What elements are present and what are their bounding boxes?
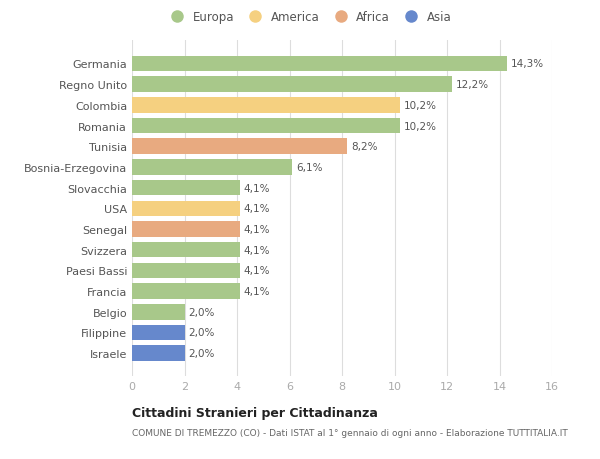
- Text: 4,1%: 4,1%: [244, 183, 270, 193]
- Text: 4,1%: 4,1%: [244, 266, 270, 276]
- Text: 4,1%: 4,1%: [244, 224, 270, 235]
- Text: 2,0%: 2,0%: [188, 348, 215, 358]
- Bar: [132, 98, 400, 113]
- Bar: [132, 180, 239, 196]
- Text: 4,1%: 4,1%: [244, 245, 270, 255]
- Text: 12,2%: 12,2%: [456, 80, 490, 90]
- Bar: [132, 56, 508, 72]
- Text: Cittadini Stranieri per Cittadinanza: Cittadini Stranieri per Cittadinanza: [132, 406, 378, 419]
- Bar: [132, 139, 347, 155]
- Bar: [132, 77, 452, 93]
- Legend: Europa, America, Africa, Asia: Europa, America, Africa, Asia: [163, 9, 454, 26]
- Text: 4,1%: 4,1%: [244, 204, 270, 214]
- Text: 8,2%: 8,2%: [351, 142, 377, 152]
- Bar: [132, 304, 185, 320]
- Text: 2,0%: 2,0%: [188, 328, 215, 338]
- Text: COMUNE DI TREMEZZO (CO) - Dati ISTAT al 1° gennaio di ogni anno - Elaborazione T: COMUNE DI TREMEZZO (CO) - Dati ISTAT al …: [132, 428, 568, 437]
- Text: 6,1%: 6,1%: [296, 162, 323, 173]
- Text: 2,0%: 2,0%: [188, 307, 215, 317]
- Text: 14,3%: 14,3%: [511, 59, 544, 69]
- Text: 4,1%: 4,1%: [244, 286, 270, 297]
- Bar: [132, 222, 239, 237]
- Bar: [132, 325, 185, 341]
- Bar: [132, 160, 292, 175]
- Bar: [132, 201, 239, 217]
- Bar: [132, 242, 239, 258]
- Bar: [132, 346, 185, 361]
- Text: 10,2%: 10,2%: [404, 121, 437, 131]
- Bar: [132, 284, 239, 299]
- Bar: [132, 263, 239, 279]
- Bar: [132, 118, 400, 134]
- Text: 10,2%: 10,2%: [404, 101, 437, 111]
